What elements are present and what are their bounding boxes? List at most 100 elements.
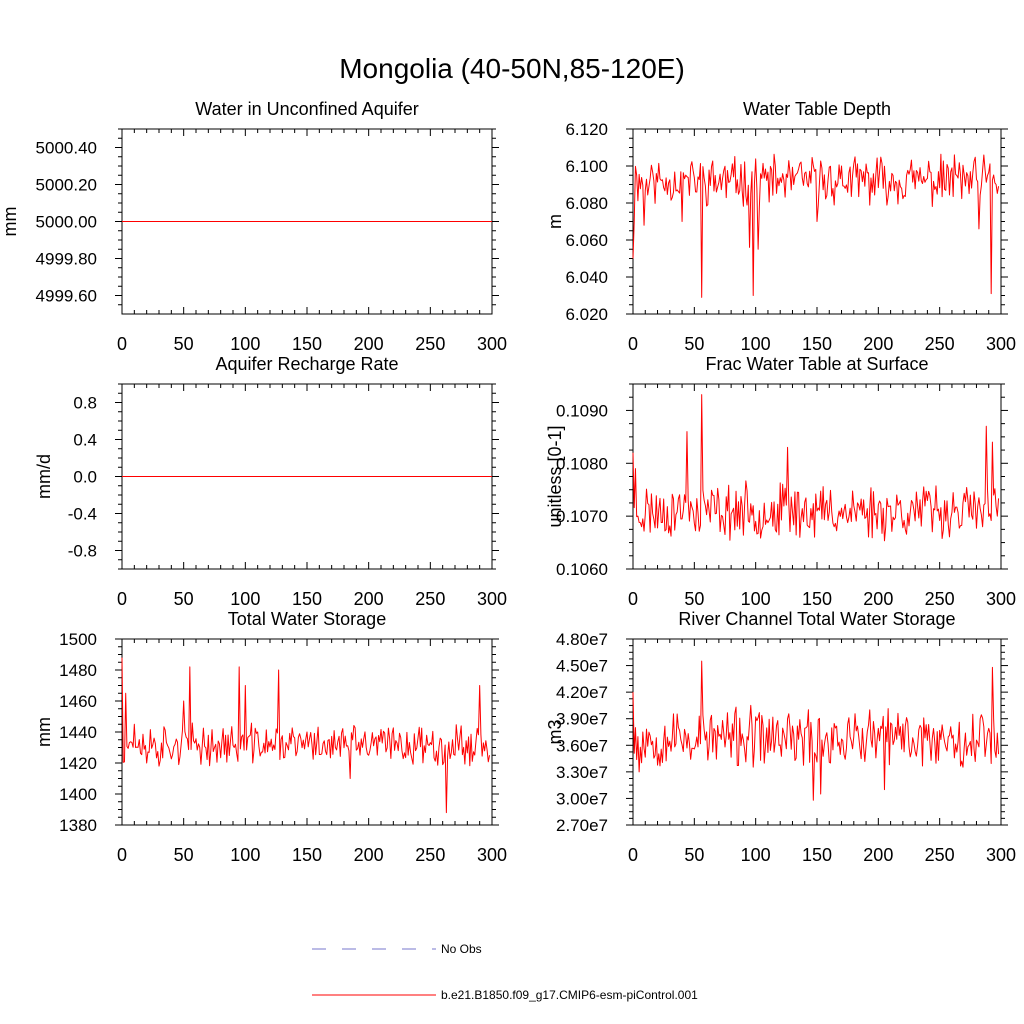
x-tick-label: 150: [802, 334, 832, 354]
x-tick-label: 150: [802, 845, 832, 865]
series-line: [632, 394, 1000, 542]
y-tick-label: 0.1080: [556, 454, 608, 473]
y-tick-label: 6.040: [565, 268, 608, 287]
y-tick-label: 4.80e7: [556, 630, 608, 649]
x-tick-label: 0: [117, 334, 127, 354]
y-tick-label: -0.4: [68, 505, 97, 524]
x-tick-label: 250: [415, 589, 445, 609]
y-tick-label: 1440: [59, 723, 97, 742]
y-tick-label: 1400: [59, 785, 97, 804]
x-tick-label: 50: [684, 845, 704, 865]
x-tick-label: 0: [117, 589, 127, 609]
y-tick-label: 3.90e7: [556, 710, 608, 729]
x-tick-label: 100: [741, 589, 771, 609]
panel-1: Water in Unconfined Aquifer 0 50 100 150 200 2…: [0, 99, 507, 354]
x-tick-label: 300: [477, 589, 507, 609]
y-tick-label: 6.020: [565, 305, 608, 324]
x-tick-label: 50: [174, 589, 194, 609]
x-tick-label: 0: [117, 845, 127, 865]
plot-frame: [632, 638, 1002, 826]
x-tick-label: 250: [415, 334, 445, 354]
y-tick-label: 0.8: [73, 394, 97, 413]
x-tick-label: 100: [230, 845, 260, 865]
y-tick-label: 4999.80: [36, 250, 97, 269]
figure-title: Mongolia (40-50N,85-120E): [339, 53, 685, 84]
x-tick-label: 0: [628, 845, 638, 865]
panel-6: River Channel Total Water Storage 0 50 100 1…: [545, 609, 1016, 865]
y-tick-label: 0.1090: [556, 401, 608, 420]
panel-title: Water in Unconfined Aquifer: [195, 99, 418, 119]
y-axis-label: m: [545, 214, 565, 229]
x-tick-label: 200: [354, 334, 384, 354]
panel-3: Aquifer Recharge Rate 0 50 100 150 200 250 300 -…: [34, 354, 507, 609]
y-tick-label: 0.1060: [556, 560, 608, 579]
y-tick-label: 5000.00: [36, 213, 97, 232]
x-tick-label: 250: [925, 845, 955, 865]
x-tick-label: 100: [741, 334, 771, 354]
panels: Water in Unconfined Aquifer 0 50 100 150 200 2…: [0, 99, 1016, 865]
x-tick-label: 300: [986, 845, 1016, 865]
y-tick-label: 1480: [59, 661, 97, 680]
panel-title: Aquifer Recharge Rate: [215, 354, 398, 374]
y-tick-label: 1380: [59, 816, 97, 835]
panel-title: River Channel Total Water Storage: [678, 609, 955, 629]
x-tick-label: 300: [477, 334, 507, 354]
y-tick-label: 3.30e7: [556, 763, 608, 782]
y-tick-label: 5000.40: [36, 139, 97, 158]
x-tick-label: 50: [174, 845, 194, 865]
legend-label-no-obs: No Obs: [441, 942, 482, 956]
y-tick-label: 3.60e7: [556, 736, 608, 755]
x-tick-label: 100: [230, 589, 260, 609]
x-tick-label: 200: [863, 845, 893, 865]
series-line: [632, 153, 1000, 298]
x-tick-label: 50: [684, 589, 704, 609]
x-tick-label: 50: [174, 334, 194, 354]
y-axis-label: mm/d: [34, 454, 54, 499]
x-tick-label: 200: [354, 845, 384, 865]
x-tick-label: 300: [986, 589, 1016, 609]
y-tick-label: 0.1070: [556, 507, 608, 526]
x-tick-label: 150: [292, 845, 322, 865]
y-axis-label: mm: [34, 717, 54, 747]
panel-title: Water Table Depth: [743, 99, 891, 119]
series-line: [121, 657, 491, 814]
y-tick-label: 4.20e7: [556, 683, 608, 702]
x-tick-label: 0: [628, 334, 638, 354]
x-tick-label: 0: [628, 589, 638, 609]
x-tick-label: 250: [925, 334, 955, 354]
y-tick-label: 6.100: [565, 157, 608, 176]
y-tick-label: 6.120: [565, 120, 608, 139]
x-tick-label: 250: [925, 589, 955, 609]
x-tick-label: 200: [863, 334, 893, 354]
y-axis-label: unitless [0-1]: [545, 425, 565, 527]
panel-4: Frac Water Table at Surface 0 50 100 150 200 2…: [545, 354, 1016, 609]
y-axis-label: mm: [0, 207, 20, 237]
y-tick-label: 4999.60: [36, 287, 97, 306]
panel-title: Frac Water Table at Surface: [705, 354, 928, 374]
x-tick-label: 50: [684, 334, 704, 354]
y-tick-label: 0.0: [73, 468, 97, 487]
y-tick-label: 0.4: [73, 431, 97, 450]
y-tick-label: 1460: [59, 692, 97, 711]
series-line: [632, 660, 1000, 801]
x-tick-label: 150: [292, 334, 322, 354]
x-tick-label: 300: [986, 334, 1016, 354]
y-tick-label: 1500: [59, 630, 97, 649]
y-tick-label: 3.00e7: [556, 789, 608, 808]
x-tick-label: 100: [230, 334, 260, 354]
x-tick-label: 100: [741, 845, 771, 865]
x-tick-label: 200: [863, 589, 893, 609]
y-tick-label: -0.8: [68, 542, 97, 561]
panel-title: Total Water Storage: [228, 609, 386, 629]
legend: No Obs b.e21.B1850.f09_g17.CMIP6-esm-piC…: [312, 942, 698, 1002]
panel-2: Water Table Depth 0 50 100 150 200 250 300 6.020…: [545, 99, 1016, 354]
y-axis-label: m3: [545, 719, 565, 744]
y-tick-label: 4.50e7: [556, 657, 608, 676]
x-tick-label: 300: [477, 845, 507, 865]
x-tick-label: 250: [415, 845, 445, 865]
x-tick-label: 200: [354, 589, 384, 609]
y-tick-label: 2.70e7: [556, 816, 608, 835]
y-tick-label: 1420: [59, 754, 97, 773]
legend-label-model: b.e21.B1850.f09_g17.CMIP6-esm-piControl.…: [441, 988, 698, 1002]
